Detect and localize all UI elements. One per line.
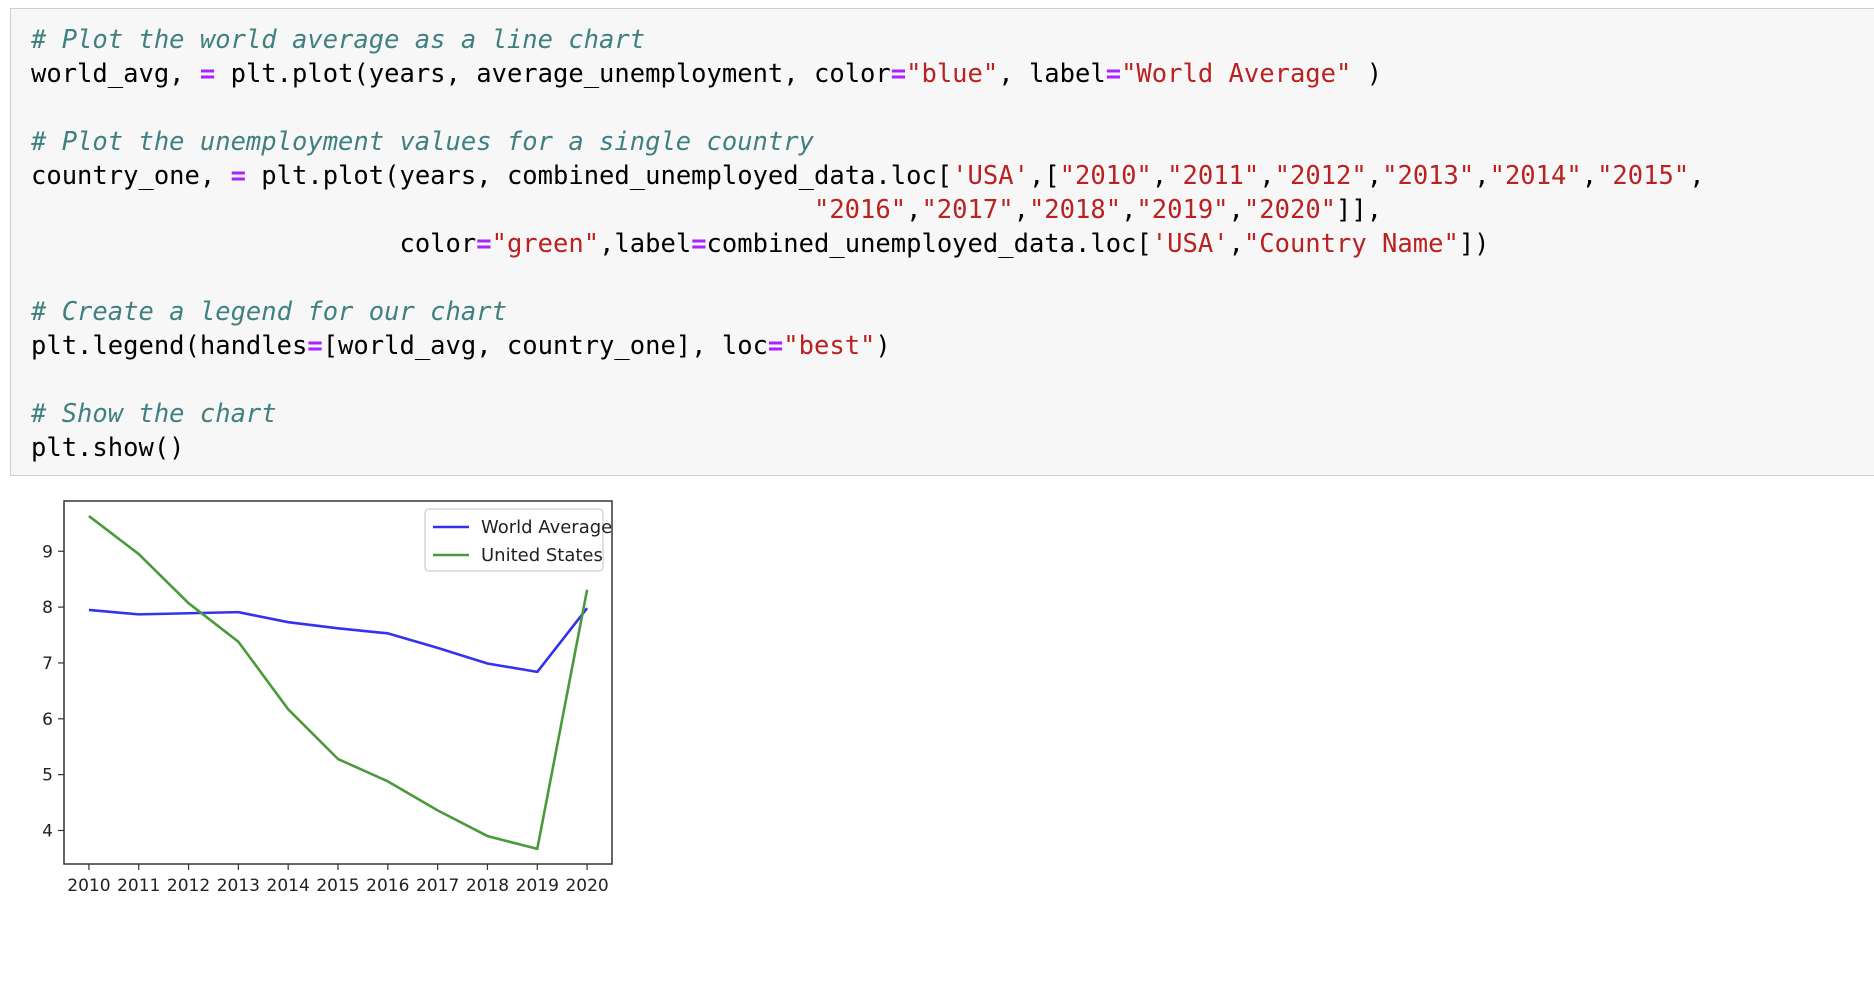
code-string: "2011" bbox=[1167, 161, 1260, 191]
code-indent bbox=[31, 195, 814, 225]
code-blank-line bbox=[31, 261, 1705, 295]
code-string: "2010" bbox=[1059, 161, 1152, 191]
code-string: "Country Name" bbox=[1243, 229, 1459, 259]
code-string: "2013" bbox=[1382, 161, 1475, 191]
code-text: , bbox=[1366, 161, 1383, 191]
code-text: ]) bbox=[1458, 229, 1490, 259]
code-text: plt.plot(years, average_unemployment, co… bbox=[215, 59, 891, 89]
code-operator: = bbox=[1105, 59, 1122, 89]
x-tick-label: 2019 bbox=[516, 876, 559, 896]
legend-label: United States bbox=[481, 545, 603, 566]
code-comment: # Plot the world average as a line chart bbox=[31, 25, 646, 55]
code-operator: = bbox=[476, 229, 492, 259]
code-text: world_avg, bbox=[31, 59, 200, 89]
code-text: , bbox=[906, 195, 922, 225]
x-tick-label: 2020 bbox=[565, 876, 608, 896]
code-text: plt.plot(years, combined_unemployed_data… bbox=[245, 161, 953, 191]
code-string: "2015" bbox=[1597, 161, 1690, 191]
code-string: "best" bbox=[783, 331, 876, 361]
code-text: color bbox=[399, 229, 477, 259]
x-tick-label: 2011 bbox=[117, 876, 160, 896]
code-text: combined_unemployed_data.loc[ bbox=[706, 229, 1152, 259]
x-tick-label: 2018 bbox=[466, 876, 509, 896]
code-comment: # Create a legend for our chart bbox=[31, 297, 507, 327]
x-tick-label: 2017 bbox=[416, 876, 459, 896]
code-string: "green" bbox=[491, 229, 600, 259]
code-string: "blue" bbox=[906, 59, 999, 89]
code-string: "2012" bbox=[1274, 161, 1367, 191]
code-text: ,label bbox=[599, 229, 692, 259]
code-string: 'USA' bbox=[952, 161, 1029, 191]
code-text: , bbox=[1228, 195, 1244, 225]
y-tick-label: 7 bbox=[42, 654, 53, 674]
code-string: "2016" bbox=[813, 195, 907, 225]
legend-label: World Average bbox=[481, 517, 612, 538]
y-tick-label: 5 bbox=[42, 766, 53, 786]
code-text: , bbox=[1259, 161, 1275, 191]
code-line: color="green",label=combined_unemployed_… bbox=[31, 227, 1705, 261]
x-tick-label: 2015 bbox=[316, 876, 359, 896]
code-line: plt.legend(handles=[world_avg, country_o… bbox=[31, 329, 1705, 363]
code-string: 'USA' bbox=[1151, 229, 1229, 259]
code-text: , bbox=[1581, 161, 1598, 191]
code-indent bbox=[31, 229, 399, 259]
code-editor[interactable]: # Plot the world average as a line chart… bbox=[31, 23, 1705, 465]
x-tick-label: 2013 bbox=[217, 876, 260, 896]
y-tick-label: 6 bbox=[42, 710, 53, 730]
code-string: "2018" bbox=[1028, 195, 1122, 225]
code-operator: = bbox=[230, 161, 246, 191]
code-blank-line bbox=[31, 91, 1705, 125]
code-text: , bbox=[1013, 195, 1029, 225]
code-text: ) bbox=[1351, 59, 1383, 89]
code-string: "2014" bbox=[1489, 161, 1582, 191]
code-comment: # Plot the unemployment values for a sin… bbox=[31, 127, 814, 157]
code-text: ]], bbox=[1336, 195, 1383, 225]
code-text: , bbox=[1228, 229, 1244, 259]
code-string: "2017" bbox=[921, 195, 1014, 225]
code-cell[interactable]: # Plot the world average as a line chart… bbox=[10, 8, 1874, 476]
code-text: , bbox=[1689, 161, 1705, 191]
code-text: , bbox=[1151, 161, 1168, 191]
code-operator: = bbox=[199, 59, 216, 89]
code-line: world_avg, = plt.plot(years, average_une… bbox=[31, 57, 1705, 91]
code-operator: = bbox=[890, 59, 907, 89]
code-line: "2016","2017","2018","2019","2020"]], bbox=[31, 193, 1705, 227]
x-tick-label: 2010 bbox=[67, 876, 110, 896]
code-text: country_one, bbox=[31, 161, 231, 191]
y-tick-label: 8 bbox=[42, 598, 53, 618]
code-operator: = bbox=[691, 229, 707, 259]
code-string: "World Average" bbox=[1121, 59, 1352, 89]
code-comment: # Show the chart bbox=[31, 399, 277, 429]
code-text: ,[ bbox=[1028, 161, 1060, 191]
x-tick-label: 2014 bbox=[267, 876, 310, 896]
x-tick-label: 2016 bbox=[366, 876, 409, 896]
code-line: plt.show() bbox=[31, 433, 185, 463]
code-operator: = bbox=[307, 331, 323, 361]
legend-box bbox=[424, 508, 604, 572]
cell-output: 4 5 6 7 8 9 2010 2011 2012 2013 2014 2015 2016 2017 20… bbox=[10, 490, 770, 980]
code-blank-line bbox=[31, 363, 1705, 397]
code-line: country_one, = plt.plot(years, combined_… bbox=[31, 159, 1705, 193]
x-tick-label: 2012 bbox=[167, 876, 210, 896]
code-text: , label bbox=[998, 59, 1106, 89]
code-text: , bbox=[1121, 195, 1137, 225]
code-text: , bbox=[1474, 161, 1490, 191]
code-text: plt.legend(handles bbox=[31, 331, 308, 361]
y-tick-label: 9 bbox=[42, 542, 53, 562]
code-string: "2020" bbox=[1243, 195, 1337, 225]
code-string: "2019" bbox=[1136, 195, 1229, 225]
code-text: [world_avg, country_one], loc bbox=[322, 331, 768, 361]
code-operator: = bbox=[767, 331, 784, 361]
line-chart: 4 5 6 7 8 9 2010 2011 2012 2013 2014 2015 2016 2017 20… bbox=[42, 500, 613, 896]
y-tick-label: 4 bbox=[42, 821, 53, 841]
code-text: ) bbox=[875, 331, 891, 361]
